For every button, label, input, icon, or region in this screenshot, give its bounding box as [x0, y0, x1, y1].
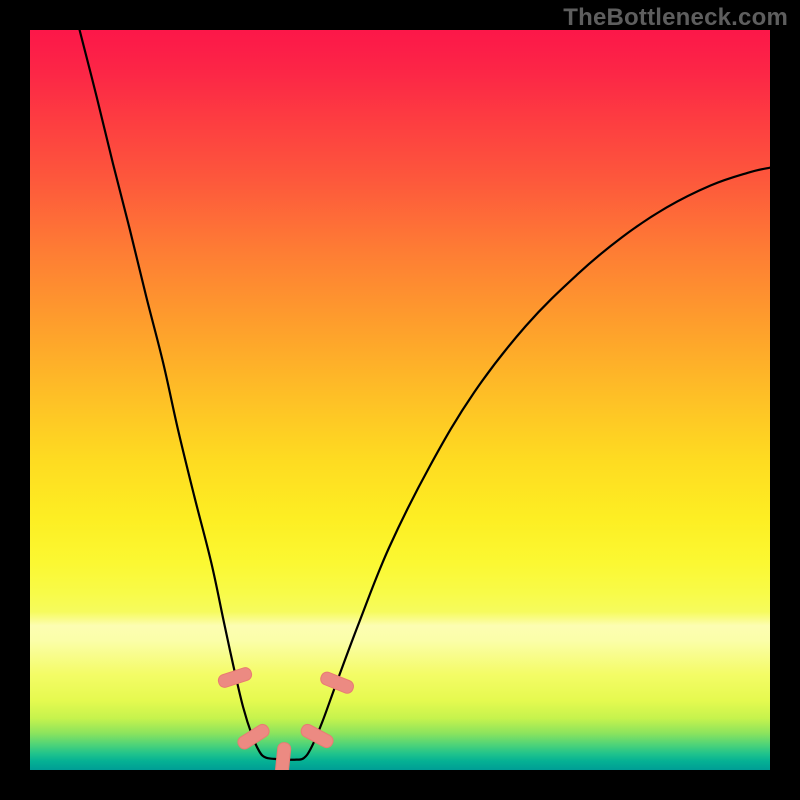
chart-plot-area: [30, 30, 770, 770]
bottleneck-curve-chart: [30, 30, 770, 770]
watermark-text: TheBottleneck.com: [563, 4, 788, 32]
figure-frame: TheBottleneck.com: [0, 0, 800, 800]
gradient-background: [30, 30, 770, 770]
